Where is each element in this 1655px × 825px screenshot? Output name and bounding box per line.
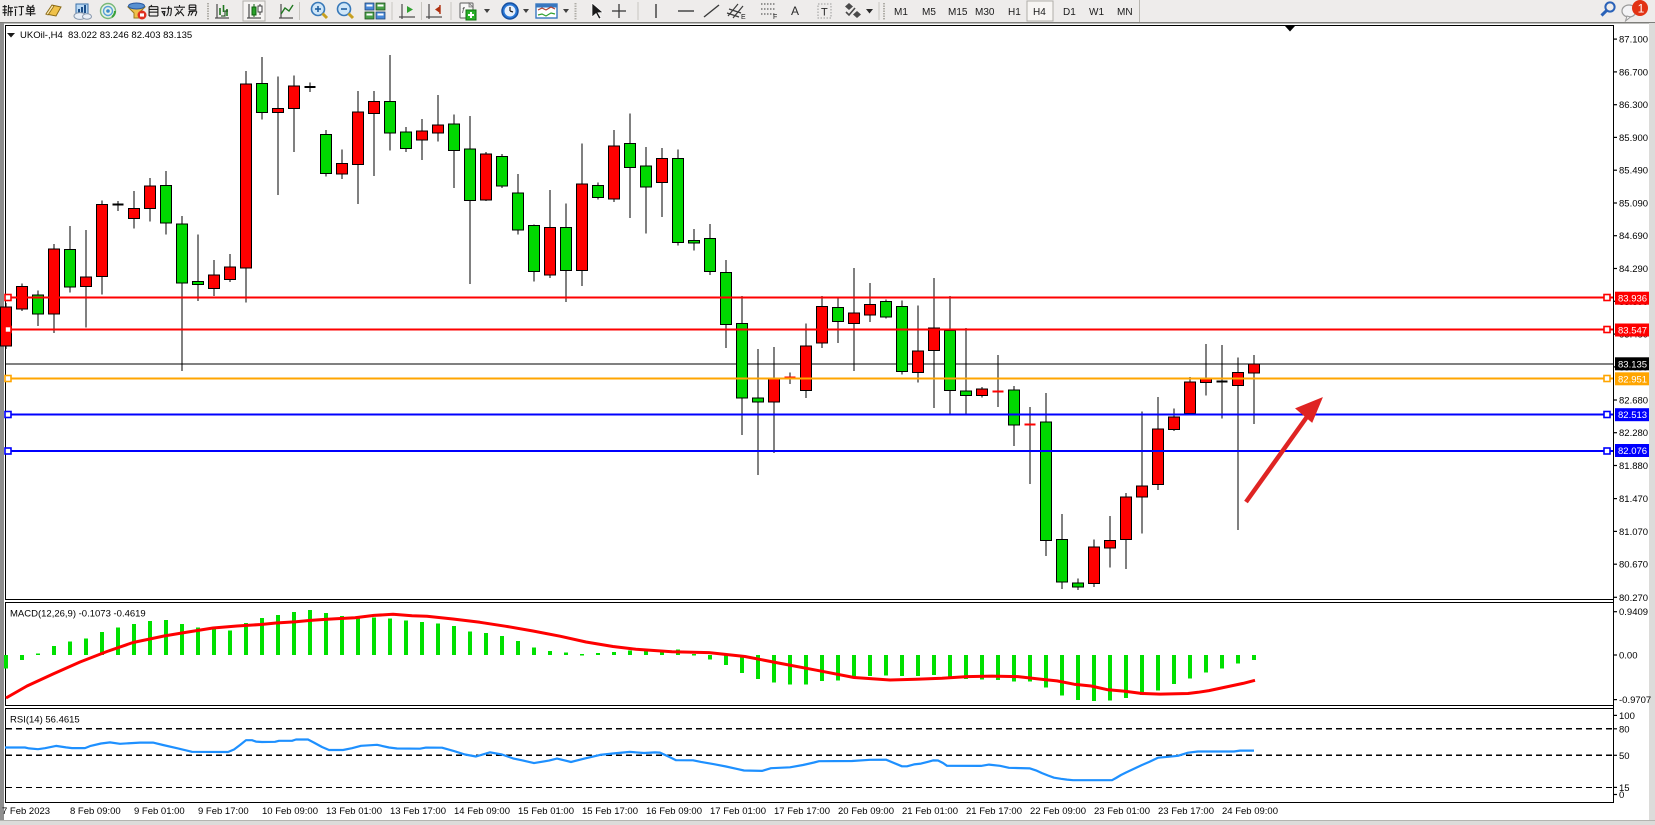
svg-text:21 Feb 01:00: 21 Feb 01:00: [902, 806, 958, 817]
svg-text:M1: M1: [894, 7, 908, 18]
svg-text:82.076: 82.076: [1618, 446, 1647, 457]
svg-text:8 Feb 09:00: 8 Feb 09:00: [70, 806, 121, 817]
svg-text:80.670: 80.670: [1619, 560, 1648, 571]
svg-text:1: 1: [1638, 1, 1645, 15]
svg-text:83.135: 83.135: [1618, 359, 1647, 370]
svg-text:17 Feb 17:00: 17 Feb 17:00: [774, 806, 830, 817]
svg-text:M5: M5: [922, 7, 936, 18]
svg-text:W1: W1: [1089, 7, 1104, 18]
svg-text:17 Feb 01:00: 17 Feb 01:00: [710, 806, 766, 817]
svg-text:84.290: 84.290: [1619, 264, 1648, 275]
svg-text:UKOil-,H4 83.022 83.246 82.40: UKOil-,H4 83.022 83.246 82.403 83.135: [20, 30, 192, 41]
svg-text:23 Feb 01:00: 23 Feb 01:00: [1094, 806, 1150, 817]
svg-text:10 Feb 09:00: 10 Feb 09:00: [262, 806, 318, 817]
svg-text:13 Feb 01:00: 13 Feb 01:00: [326, 806, 382, 817]
svg-text:D1: D1: [1063, 7, 1076, 18]
svg-text:H1: H1: [1008, 7, 1021, 18]
svg-text:24 Feb 09:00: 24 Feb 09:00: [1222, 806, 1278, 817]
svg-text:-0.9707: -0.9707: [1619, 695, 1651, 706]
svg-text:H4: H4: [1033, 7, 1046, 18]
svg-text:81.880: 81.880: [1619, 461, 1648, 472]
svg-text:E: E: [741, 14, 746, 21]
svg-text:15 Feb 17:00: 15 Feb 17:00: [582, 806, 638, 817]
svg-text:85.490: 85.490: [1619, 166, 1648, 177]
svg-text:A: A: [791, 4, 799, 18]
svg-text:T: T: [821, 7, 828, 19]
svg-text:83.547: 83.547: [1618, 326, 1647, 337]
svg-text:MACD(12,26,9) -0.1073 -0.4619: MACD(12,26,9) -0.1073 -0.4619: [10, 609, 146, 620]
svg-text:7 Feb 2023: 7 Feb 2023: [2, 806, 50, 817]
svg-text:22 Feb 09:00: 22 Feb 09:00: [1030, 806, 1086, 817]
svg-text:85.900: 85.900: [1619, 133, 1648, 144]
svg-text:15 Feb 01:00: 15 Feb 01:00: [518, 806, 574, 817]
svg-text:87.100: 87.100: [1619, 35, 1648, 46]
svg-text:0: 0: [1619, 790, 1624, 801]
svg-text:13 Feb 17:00: 13 Feb 17:00: [390, 806, 446, 817]
svg-text:82.680: 82.680: [1619, 396, 1648, 407]
svg-text:MN: MN: [1117, 7, 1133, 18]
svg-text:80.270: 80.270: [1619, 593, 1648, 604]
svg-text:9 Feb 01:00: 9 Feb 01:00: [134, 806, 185, 817]
svg-text:82.280: 82.280: [1619, 428, 1648, 439]
svg-text:84.690: 84.690: [1619, 231, 1648, 242]
svg-text:50: 50: [1619, 751, 1630, 762]
svg-text:14 Feb 09:00: 14 Feb 09:00: [454, 806, 510, 817]
svg-text:f: f: [462, 6, 465, 15]
svg-text:81.070: 81.070: [1619, 527, 1648, 538]
svg-text:86.700: 86.700: [1619, 67, 1648, 78]
svg-text:F: F: [773, 14, 777, 21]
svg-text:83.936: 83.936: [1618, 294, 1647, 305]
svg-text:RSI(14) 56.4615: RSI(14) 56.4615: [10, 715, 80, 726]
svg-text:82.951: 82.951: [1618, 374, 1647, 385]
svg-text:M15: M15: [948, 7, 968, 18]
svg-text:M30: M30: [975, 7, 995, 18]
svg-text:82.513: 82.513: [1618, 410, 1647, 421]
svg-text:15: 15: [1619, 783, 1630, 794]
svg-text:16 Feb 09:00: 16 Feb 09:00: [646, 806, 702, 817]
svg-text:23 Feb 17:00: 23 Feb 17:00: [1158, 806, 1214, 817]
svg-text:85.090: 85.090: [1619, 199, 1648, 210]
svg-text:80: 80: [1619, 724, 1630, 735]
svg-text:100: 100: [1619, 711, 1635, 722]
svg-text:21 Feb 17:00: 21 Feb 17:00: [966, 806, 1022, 817]
svg-text:0.9409: 0.9409: [1619, 607, 1648, 618]
svg-text:86.300: 86.300: [1619, 100, 1648, 111]
svg-text:81.470: 81.470: [1619, 494, 1648, 505]
svg-text:20 Feb 09:00: 20 Feb 09:00: [838, 806, 894, 817]
svg-text:9 Feb 17:00: 9 Feb 17:00: [198, 806, 249, 817]
svg-text:0.00: 0.00: [1619, 651, 1638, 662]
